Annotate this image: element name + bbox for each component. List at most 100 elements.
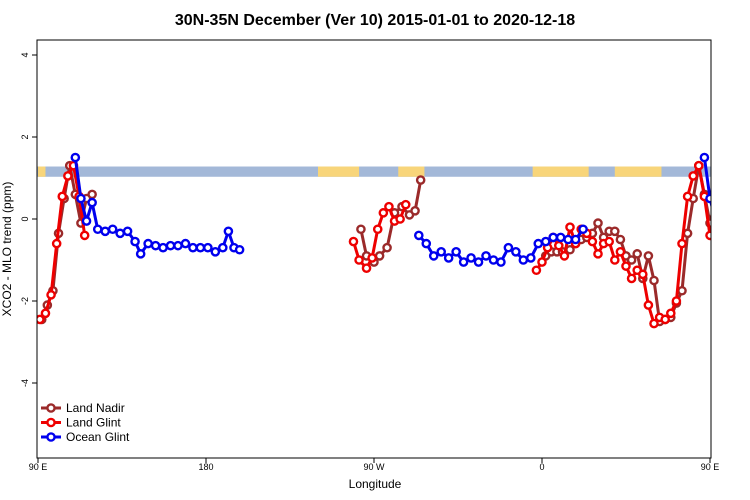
ocean-glint-point [165,240,176,251]
ocean-glint-point [488,255,499,265]
ocean-glint-point [122,226,133,237]
y-tick-label: -4 [20,379,30,387]
ocean-glint-point [466,253,476,263]
land-glint-point [400,199,411,210]
ocean-glint-point [195,242,206,253]
ocean-glint-point [135,249,146,259]
land-ocean-band [37,166,748,177]
land-nadir-series [37,160,725,327]
ocean-glint-point [428,251,439,261]
y-tick-label: 0 [20,216,30,221]
land-nadir-point [415,175,426,185]
land-glint-point [51,238,62,249]
x-tick-label: 90 W [363,462,385,472]
ocean-glint-point [107,224,118,235]
ocean-glint-point [555,232,566,243]
ocean-glint-point [81,216,92,226]
land-nadir-point [718,191,725,198]
ocean-glint-point [738,226,745,233]
land-glint-point [537,257,547,267]
land-glint-point [367,253,377,263]
land-glint-point [705,230,711,241]
ocean-glint-point [518,255,529,265]
ocean-glint-point [723,226,730,233]
land-glint-series [37,160,711,329]
land-nadir-point [87,189,97,200]
ocean-glint-point [548,232,559,243]
land-glint-point [554,240,564,251]
land-nadir-point [610,226,620,237]
ocean-glint-point [533,238,544,249]
land-band-segment [532,166,589,177]
land-band-segment [318,166,360,177]
x-tick-label: 0 [539,462,544,472]
x-axis-label: Longitude [349,477,402,491]
ocean-glint-point [223,226,234,237]
land-glint-point [682,191,693,202]
land-glint-point [587,236,598,247]
land-glint-point [559,251,570,261]
ocean-glint-point [210,246,221,257]
legend-swatch-marker [46,432,56,442]
ocean-glint-point [710,219,711,223]
land-glint-point [615,246,626,257]
legend-item-ocean-glint: Ocean Glint [41,430,130,444]
ocean-glint-point [158,242,168,253]
ocean-glint-point [746,230,750,237]
ocean-glint-point [143,238,153,249]
land-band-segment [38,166,46,177]
legend-label: Ocean Glint [66,430,130,444]
ocean-glint-point [481,251,491,261]
land-glint-line [534,164,711,326]
land-band-segment [716,167,748,177]
land-nadir-point [593,218,603,228]
y-tick-label: -2 [20,297,30,305]
land-glint-point [643,300,654,310]
y-axis: -4 -2 0 2 4 [20,52,37,387]
legend-swatch-marker [46,403,56,413]
ocean-glint-point [503,242,514,253]
ocean-glint-point [100,226,110,237]
land-nadir-point [677,285,687,296]
ocean-glint-point [473,257,484,267]
land-nadir-point [710,197,711,200]
ocean-glint-series [70,152,750,267]
ocean-glint-point [731,228,738,235]
land-glint-point [63,171,73,181]
ocean-band [37,166,711,177]
legend-item-land-glint: Land Glint [41,416,121,430]
x-tick-label: 90 E [29,462,48,472]
land-glint-point [361,263,372,274]
ocean-glint-point [526,253,536,263]
chart-title: 30N-35N December (Ver 10) 2015-01-01 to … [175,12,575,29]
land-glint-point [565,222,575,232]
land-nadir-point [682,228,693,239]
land-glint-point [660,314,671,325]
ocean-glint-point [92,224,103,235]
y-tick-label: 4 [20,52,30,57]
ocean-glint-point [234,244,245,255]
land-glint-point [694,160,704,171]
ocean-glint-point [70,152,81,163]
x-tick-label: 90 E [701,462,720,472]
land-glint-point [46,290,56,300]
land-glint-point [671,296,682,306]
ocean-glint-point [540,236,551,247]
land-glint-point [688,171,699,181]
ocean-glint-point [578,224,588,235]
land-glint-point [638,269,648,280]
x-axis: 90 E 180 90 W 0 90 E [29,458,720,472]
land-nadir-point [410,205,420,216]
ocean-glint-point [76,193,86,204]
ocean-glint-point [570,234,581,245]
land-glint-point [610,255,620,265]
land-glint-point [626,273,637,284]
ocean-glint-point [451,246,461,257]
legend-swatch-marker [46,417,56,428]
ocean-glint-point [421,238,432,249]
land-glint-point [37,314,45,325]
land-glint-point [621,261,631,271]
land-glint-point [531,265,542,276]
land-glint-point [354,255,364,265]
